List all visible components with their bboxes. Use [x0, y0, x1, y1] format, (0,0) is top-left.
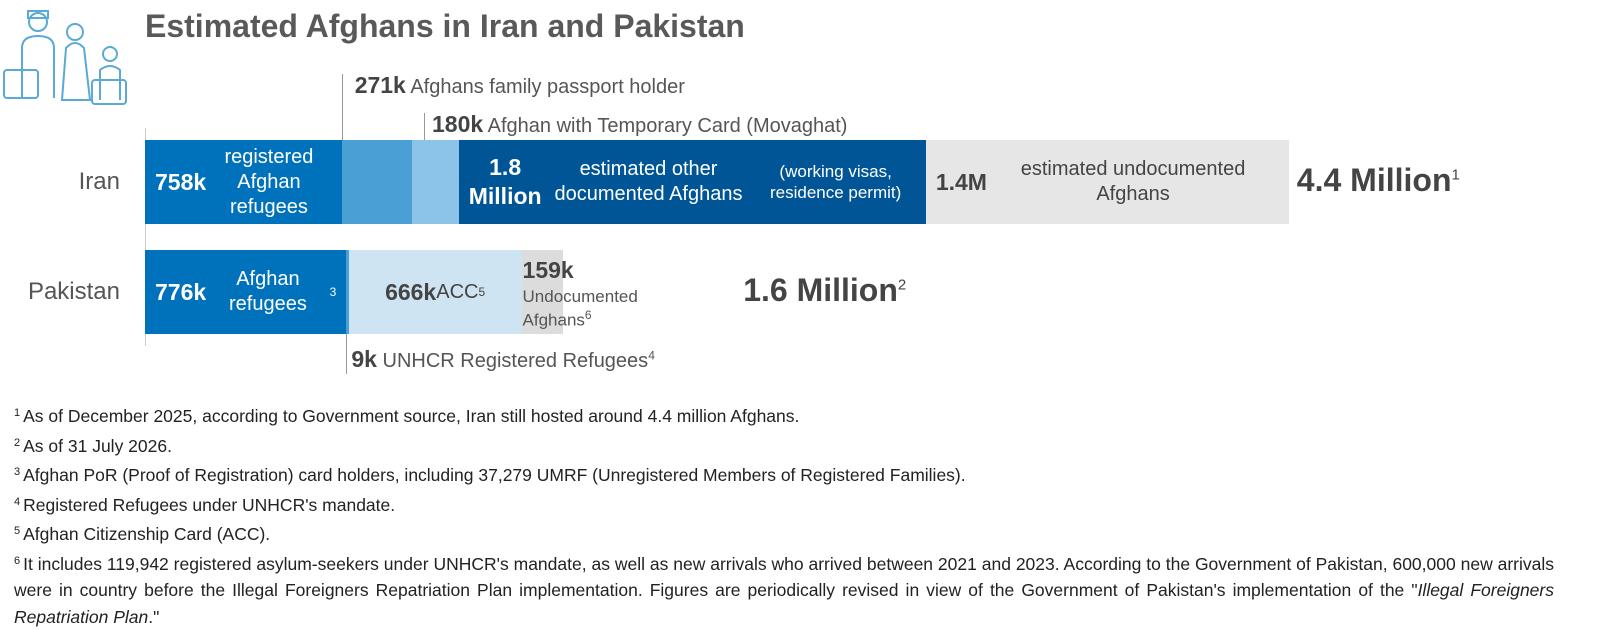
footnote-ref: 5: [478, 285, 485, 300]
footnote-ref: 3: [330, 285, 337, 300]
segment-text: Undocumented Afghans: [523, 287, 638, 330]
footnote-mark: 1: [14, 407, 20, 419]
bar-segment: 1.4M estimated undocumented Afghans: [926, 140, 1289, 224]
bar-segment: [342, 140, 412, 224]
footnote-text: Afghan PoR (Proof of Registration) card …: [23, 465, 966, 485]
footnote-mark: 6: [14, 555, 20, 567]
total-value: 1.6 Million: [743, 272, 898, 308]
footnote-text: Registered Refugees under UNHCR's mandat…: [23, 495, 395, 515]
segment-text: estimated undocumented Afghans: [987, 157, 1279, 207]
value-label: 271k: [355, 72, 406, 98]
footnote-mark: 5: [14, 525, 20, 537]
total-label: 4.4 Million1: [1297, 162, 1460, 199]
segment-text: registered Afghan refugees: [206, 145, 332, 220]
leader-line: [346, 334, 347, 374]
bar-segment: 1.8 Million estimated other documented A…: [459, 140, 926, 224]
segment-label: 758k registered Afghan refugees: [145, 140, 342, 224]
segment-text: Afghan refugees: [206, 267, 330, 317]
footnote-text: As of December 2025, according to Govern…: [23, 406, 799, 426]
segment-label: 1.4M estimated undocumented Afghans: [926, 140, 1289, 224]
footnote-ref: 2: [898, 276, 906, 293]
segment-label: 159k Undocumented Afghans6: [523, 256, 658, 332]
segment-text: Afghans family passport holder: [410, 76, 685, 98]
value-label: 1.4M: [936, 168, 987, 197]
leader-line: [424, 113, 425, 140]
footnote-mark: 4: [14, 496, 20, 508]
chart: Iran 758k registered Afghan refugees 271k …: [0, 0, 1597, 390]
segment-label: 180k Afghan with Temporary Card (Movagha…: [432, 111, 847, 138]
bar-segment: 758k registered Afghan refugees: [145, 140, 342, 224]
bar-segment: [412, 140, 459, 224]
segment-detail: (working visas, residence permit): [755, 161, 915, 204]
footnote-mark: 2: [14, 437, 20, 449]
segment-text: UNHCR Registered Refugees: [383, 350, 649, 372]
segment-text: Afghan with Temporary Card (Movaghat): [488, 115, 848, 137]
category-label: Iran: [0, 168, 120, 196]
footnote-ref: 4: [648, 348, 655, 362]
value-label: 180k: [432, 111, 483, 137]
footnote-ref: 6: [585, 308, 592, 322]
segment-label: 271k Afghans family passport holder: [355, 72, 685, 99]
footnote-text: As of 31 July 2026.: [23, 436, 172, 456]
value-label: 1.8 Million: [469, 153, 542, 211]
total-value: 4.4 Million: [1297, 162, 1452, 198]
leader-line: [342, 74, 343, 140]
segment-label: 1.8 Million estimated other documented A…: [459, 140, 926, 224]
footnote-text: Afghan Citizenship Card (ACC).: [23, 524, 270, 544]
segment-label: 9k UNHCR Registered Refugees4: [351, 346, 655, 373]
value-label: 758k: [155, 168, 206, 197]
value-label: 159k: [523, 257, 574, 283]
value-label: 776k: [155, 278, 206, 307]
footnote-mark: 3: [14, 466, 20, 478]
value-label: 666k: [385, 278, 436, 307]
footnote-end: .": [148, 607, 159, 627]
total-label: 1.6 Million2: [743, 272, 906, 309]
value-label: 9k: [351, 346, 377, 372]
footnote-ref: 1: [1451, 166, 1459, 183]
segment-text: ACC: [436, 280, 478, 305]
category-label: Pakistan: [0, 278, 120, 306]
footnote-text: It includes 119,942 registered asylum-se…: [14, 554, 1554, 601]
segment-text: estimated other documented Afghans: [542, 157, 756, 207]
